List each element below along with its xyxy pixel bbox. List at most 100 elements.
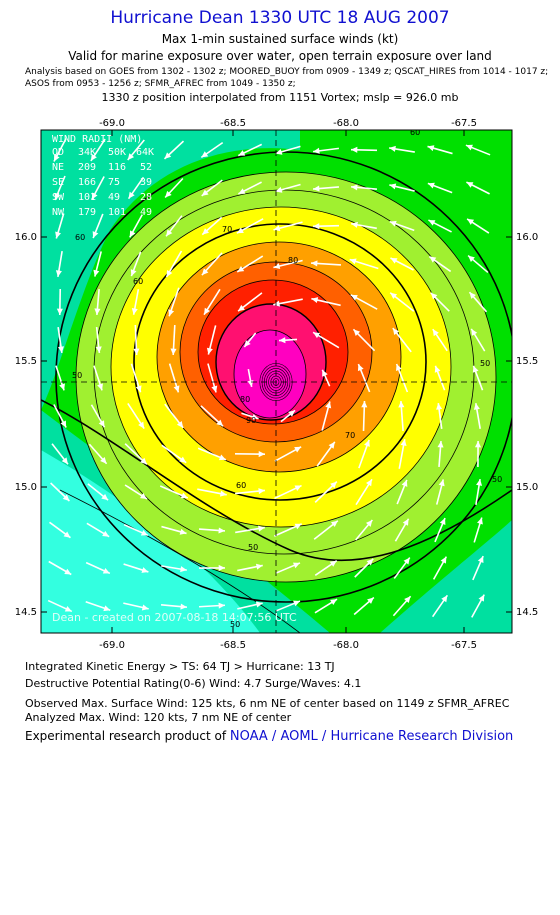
wind-radii-sw-64: 28 [140,192,152,203]
eye-ring [261,365,291,399]
contour-label: 70 [345,431,355,440]
research-credit: Experimental research product of NOAA / … [25,729,513,744]
wind-arrow [350,146,378,153]
wind-arrow [170,324,177,356]
wind-arrow [165,250,183,278]
wind-arrow [475,479,483,505]
wind-radii-nw-label: NW [52,207,65,218]
wind-arrow [93,365,103,391]
right-lat-tick-15-0: 15.0 [516,482,538,493]
wind-arrow [430,292,450,312]
wind-radii-se-34: 166 [78,177,96,188]
wind-arrow [392,327,412,353]
eye-ring [263,368,289,396]
wind-arrow [235,525,265,534]
wind-radii-sw-label: SW [52,192,65,203]
wind-arrow [127,176,145,200]
wind-arrow [275,600,301,612]
bottom-lon-tick-68-0: -68.0 [333,640,359,651]
wind-arrow [90,404,106,428]
top-lon-tick-69-0: -69.0 [99,118,125,129]
wind-arrow [168,363,180,393]
wind-arrow [55,365,65,391]
wind-arrow [131,289,140,315]
hrd-link[interactable]: NOAA / AOML / Hurricane Research Divisio… [229,729,514,744]
eye-ring [272,378,280,386]
wind-radii-header-64k: 64K [136,147,154,158]
right-lat-tick-16-0: 16.0 [516,232,538,243]
wind-arrow [161,444,187,464]
wind-arrow [436,403,443,429]
wind-arrow [274,446,302,462]
contour-label: 80 [288,256,298,265]
wind-arrow [353,596,375,616]
band-35-50-nw [41,130,300,410]
wind-arrow [237,143,263,157]
wind-arrow [236,218,264,234]
wind-arrow [275,145,301,155]
wind-arrow [85,600,111,612]
wind-arrow [394,518,410,542]
wind-arrow [312,185,340,192]
eye-ring [270,375,282,389]
wind-arrow [354,558,374,578]
wind-arrow [313,520,339,540]
wind-arrow [396,479,408,505]
wind-arrow [434,517,446,543]
wind-arrow [312,223,340,230]
bottom-lon-tick-67-5: -67.5 [451,640,477,651]
wind-arrow [389,145,415,153]
wind-arrow [168,287,180,317]
wind-arrow [130,363,142,393]
wind-arrow [392,595,412,617]
wind-arrow [390,257,414,271]
wind-arrow [427,182,453,194]
map-frame [40,129,513,634]
wind-arrow [467,254,489,274]
left-lat-tick-15-0: 15.0 [15,482,37,493]
wind-arrow [55,251,63,277]
contour-label: 60 [75,233,85,242]
wind-arrow [398,439,407,469]
wind-arrow [206,325,217,355]
wind-arrow [474,440,482,468]
wind-arrow [163,140,185,160]
wind-arrow [164,403,184,429]
wind-arrow [357,363,371,393]
wind-arrow [473,403,481,429]
wind-arrow [273,221,303,232]
wind-radii-nw-50: 101 [108,207,126,218]
wind-arrow [130,251,142,277]
wind-arrow [275,562,301,574]
wind-arrow [55,213,65,239]
map-title: Hurricane Dean 1330 UTC 18 AUG 2007 [110,8,450,28]
creation-credit: Dean - created on 2007-08-18 14:07:56 UT… [52,611,297,624]
wind-arrow [389,292,415,312]
wind-arrow [273,259,303,269]
wind-arrow [472,365,484,391]
wind-radii-header-50k: 50K [108,147,126,158]
valid-note: Valid for marine exposure over water, op… [68,49,492,63]
wind-arrow [159,485,189,499]
wind-arrow [243,332,257,348]
wind-arrow [435,479,445,505]
wind-contour-9 [233,329,307,419]
contour-label: 60 [236,481,246,490]
wind-arrow [47,599,73,613]
wind-arrow [350,184,378,191]
wind-arrow [398,400,405,432]
wind-arrow [389,220,415,232]
wind-arrow [321,369,331,387]
wind-arrow [468,291,488,313]
wind-arrow [95,326,102,354]
wind-radii-header-34k: 34K [78,147,96,158]
wind-arrow [393,557,411,579]
wind-arrow [124,443,148,465]
wind-arrow [432,328,448,352]
wind-arrow [197,488,227,497]
contour-label: 60 [133,277,143,286]
wind-arrow [312,331,340,349]
wind-arrow [316,441,336,467]
wind-arrow [123,563,149,573]
observed-max-wind-line: Observed Max. Surface Wind: 125 kts, 6 n… [25,697,510,710]
